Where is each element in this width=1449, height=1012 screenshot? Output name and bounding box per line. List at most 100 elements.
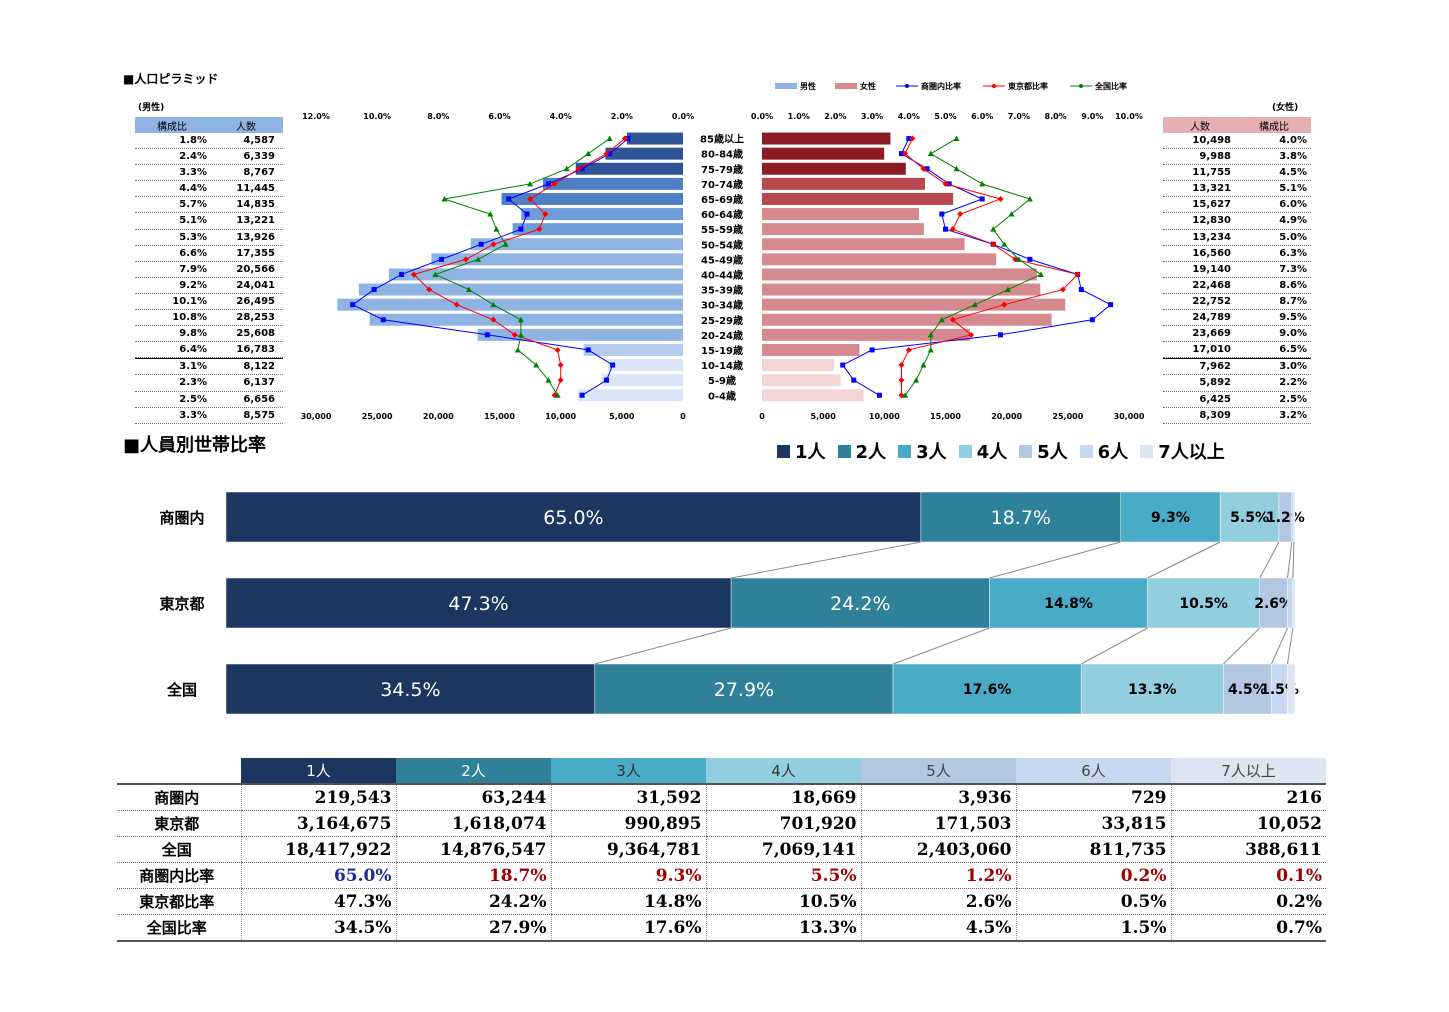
male-ratio-marker: [371, 287, 377, 293]
household-legend-item: 4人: [958, 438, 1008, 464]
table-cell: 63,244: [395, 783, 551, 811]
male-bar: [388, 268, 683, 281]
female-bar: [762, 253, 997, 266]
table-cell: 0.5%: [1015, 888, 1171, 915]
male-ratio-marker: [514, 346, 521, 353]
table-cell: 4.5%: [860, 914, 1016, 942]
legend-marker: [992, 84, 996, 88]
table-row: 商圏内 219,543 63,244 31,592 18,669 3,936 729 216: [117, 783, 1326, 811]
table-header: 1人: [241, 758, 396, 784]
female-count-tick: 20,000: [991, 412, 1022, 421]
male-pct-tick: 8.0%: [427, 112, 449, 121]
male-bar: [578, 389, 683, 402]
male-ratio-marker: [524, 211, 530, 217]
female-people-cell: 11,755: [1192, 167, 1231, 179]
female-bar: [762, 313, 1052, 326]
female-ratio-marker: [902, 392, 909, 398]
male-bar: [521, 208, 683, 221]
table-cell: 18.7%: [395, 862, 551, 889]
male-ratio-marker: [432, 271, 439, 277]
female-ratio-marker: [1015, 256, 1022, 262]
table-cell: 0.2%: [1170, 888, 1326, 915]
female-people-cell: 16,560: [1192, 247, 1231, 259]
table-cell: 3,936: [860, 783, 1016, 811]
male-table-row: 3.3% 8,767: [135, 165, 283, 182]
male-table-row: 7.9% 20,566: [135, 262, 283, 278]
legend-label: 商圏内比率: [921, 81, 961, 91]
male-people-cell: 6,137: [243, 377, 275, 389]
female-ratio-marker: [942, 180, 949, 187]
table-cell: 31,592: [550, 783, 706, 811]
table-cell: 9.3%: [550, 862, 706, 889]
household-connector: [1287, 541, 1293, 579]
female-people-cell: 7,962: [1199, 361, 1231, 373]
female-ratio-marker: [1001, 241, 1008, 247]
legend-label: 4人: [976, 442, 1008, 463]
male-ratio-cell: 1.8%: [179, 135, 207, 146]
male-ratio-cell: 2.5%: [179, 393, 207, 405]
table-cell: 13.3%: [705, 914, 861, 942]
age-label: 10-14歳: [701, 359, 743, 372]
male-ratio-marker: [557, 377, 564, 384]
female-people-cell: 15,627: [1192, 199, 1231, 211]
male-ratio-cell: 9.8%: [179, 328, 207, 340]
male-ratio-line: [433, 138, 610, 396]
female-count-tick: 0: [759, 412, 765, 421]
table-cell: 2,403,060: [860, 836, 1016, 863]
household-connector: [1259, 541, 1280, 579]
female-ratio-line: [904, 138, 1042, 396]
male-people-cell: 8,122: [243, 361, 275, 373]
table-cell: 0.2%: [1015, 862, 1171, 889]
male-ratio-marker: [554, 392, 561, 398]
household-value-label: 24.2%: [830, 593, 890, 615]
household-connector: [1147, 541, 1221, 579]
female-pct-tick: 6.0%: [971, 112, 993, 121]
table-cell: 1.2%: [860, 862, 1016, 889]
table-cell: 171,503: [860, 810, 1016, 837]
male-count-tick: 25,000: [362, 412, 393, 421]
male-ratio-marker: [493, 226, 500, 232]
male-people-cell: 8,767: [243, 167, 275, 179]
male-people-cell: 14,835: [236, 199, 275, 211]
female-table-row: 22,752 8.7%: [1163, 294, 1311, 311]
age-label: 50-54歳: [701, 238, 743, 251]
male-ratio-cell: 4.4%: [179, 183, 207, 195]
male-ratio-marker: [551, 180, 558, 187]
female-ratio-marker: [840, 362, 846, 368]
age-label: 40-44歳: [701, 268, 743, 281]
pyramid-title: ■人口ピラミッド: [123, 72, 219, 86]
female-bar: [762, 177, 925, 190]
male-ratio-marker: [545, 377, 552, 383]
female-ratio-marker: [1026, 195, 1033, 202]
legend-label: 6人: [1097, 442, 1129, 463]
female-table-row: 24,789 9.5%: [1163, 310, 1311, 327]
male-people-cell: 8,575: [243, 409, 275, 421]
male-ratio-marker: [585, 347, 591, 353]
table-cell: 1,618,074: [395, 810, 551, 837]
female-table-row: 17,010 6.5%: [1163, 342, 1311, 359]
female-pct-tick: 9.0%: [1081, 112, 1103, 121]
female-table-row: 15,627 6.0%: [1163, 197, 1311, 214]
female-ratio-cell: 3.8%: [1279, 151, 1307, 163]
male-ratio-marker: [625, 136, 631, 142]
table-cell: 9,364,781: [550, 836, 706, 863]
female-bar: [762, 328, 971, 341]
household-legend-item: 3人: [898, 438, 947, 464]
female-people-cell: 5,892: [1199, 377, 1231, 389]
male-bar: [501, 192, 683, 205]
table-row-label: 東京都: [117, 810, 241, 837]
age-label: 60-64歳: [701, 208, 743, 221]
male-ratio-marker: [603, 150, 610, 157]
female-bar: [762, 192, 954, 205]
table-cell: 219,543: [240, 783, 396, 811]
male-bar: [431, 253, 683, 266]
male-ratio-marker: [380, 317, 386, 323]
table-cell: 18,417,922: [240, 836, 396, 863]
table-header: 2人: [396, 758, 551, 784]
female-bar: [762, 374, 841, 387]
legend-swatch: [1079, 444, 1093, 458]
female-ratio-marker: [1008, 211, 1015, 217]
household-legend-item: 6人: [1079, 438, 1129, 464]
household-segment: [1287, 663, 1296, 715]
household-table: 1人 2人 3人 4人 5人 6人 7人以上 商圏内 219,543 63,244 31,592 1…: [117, 758, 1326, 942]
